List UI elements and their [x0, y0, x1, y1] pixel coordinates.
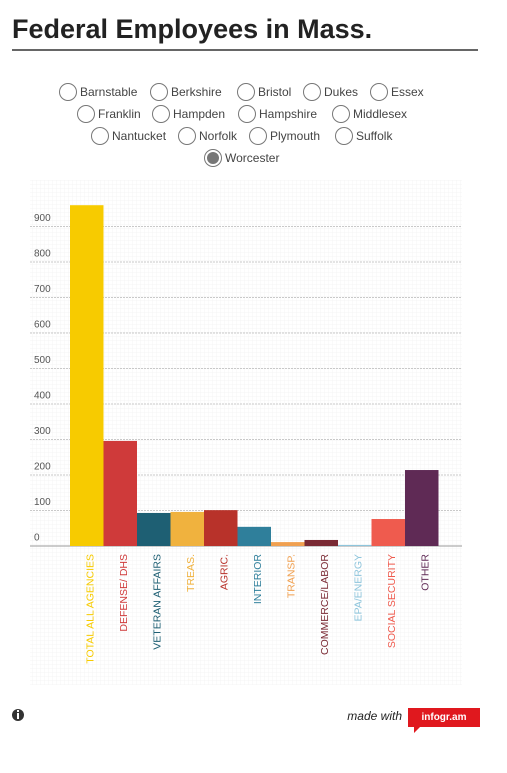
- radio-button[interactable]: [370, 83, 388, 101]
- y-tick-label: 600: [34, 320, 51, 331]
- x-tick-label: TREAS.: [185, 554, 197, 592]
- brand-badge[interactable]: [408, 708, 480, 733]
- radio-label[interactable]: Suffolk: [356, 129, 393, 143]
- radio-option[interactable]: Hampden: [152, 105, 226, 123]
- bar: [103, 440, 137, 546]
- x-tick-label: VETERAN AFFAIRS: [152, 554, 164, 650]
- radio-option[interactable]: Bristol: [237, 83, 292, 101]
- radio-option[interactable]: Nantucket: [91, 127, 167, 145]
- radio-label[interactable]: Hampshire: [259, 107, 317, 121]
- radio-button[interactable]: [91, 127, 109, 145]
- bar: [338, 544, 372, 546]
- x-tick-label: TOTAL ALL AGENCIES: [85, 554, 97, 664]
- radio-label[interactable]: Franklin: [98, 107, 141, 121]
- radio-button[interactable]: [249, 127, 267, 145]
- radio-option[interactable]: Hampshire: [238, 105, 318, 123]
- info-icon[interactable]: [12, 709, 24, 721]
- x-tick-label: DEFENSE/ DHS: [118, 554, 130, 632]
- radio-option[interactable]: Dukes: [303, 83, 359, 101]
- radio-label[interactable]: Nantucket: [112, 129, 167, 143]
- radio-label[interactable]: Dukes: [324, 85, 358, 99]
- radio-button[interactable]: [152, 105, 170, 123]
- bar: [304, 539, 338, 546]
- radio-button[interactable]: [77, 105, 95, 123]
- radio-label[interactable]: Worcester: [225, 151, 279, 165]
- bar: [271, 542, 305, 546]
- bar: [405, 470, 439, 546]
- radio-button[interactable]: [178, 127, 196, 145]
- radio-label[interactable]: Barnstable: [80, 85, 138, 99]
- brand[interactable]: infogr.am: [421, 712, 466, 723]
- x-tick-label: EPA/ENERGY: [353, 554, 365, 622]
- bar: [70, 205, 104, 546]
- radio-option[interactable]: Suffolk: [335, 127, 394, 145]
- bar: [371, 519, 405, 546]
- radio-dot[interactable]: [207, 152, 219, 164]
- y-tick-label: 100: [34, 497, 51, 508]
- y-tick-label: 200: [34, 462, 51, 473]
- radio-button[interactable]: [238, 105, 256, 123]
- chart-title: Federal Employees in Mass.: [12, 14, 372, 44]
- radio-label[interactable]: Norfolk: [199, 129, 238, 143]
- y-tick-label: 0: [34, 533, 40, 544]
- made-with: made with: [347, 709, 402, 723]
- radio-button[interactable]: [150, 83, 168, 101]
- y-tick-label: 900: [34, 213, 51, 224]
- radio-option[interactable]: Worcester: [204, 149, 280, 167]
- bar: [137, 512, 171, 546]
- y-tick-label: 700: [34, 284, 51, 295]
- radio-label[interactable]: Middlesex: [353, 107, 407, 121]
- y-tick-label: 300: [34, 426, 51, 437]
- y-tick-label: 400: [34, 391, 51, 402]
- radio-option[interactable]: Franklin: [77, 105, 141, 123]
- radio-button[interactable]: [59, 83, 77, 101]
- radio-option[interactable]: Norfolk: [178, 127, 239, 145]
- radio-label[interactable]: Berkshire: [171, 85, 222, 99]
- radio-button[interactable]: [335, 127, 353, 145]
- radio-label[interactable]: Bristol: [258, 85, 291, 99]
- y-tick-label: 800: [34, 249, 51, 260]
- radio-button[interactable]: [303, 83, 321, 101]
- x-tick-label: TRANSP.: [286, 554, 298, 598]
- radio-label[interactable]: Plymouth: [270, 129, 320, 143]
- radio-label[interactable]: Essex: [391, 85, 424, 99]
- radio-option[interactable]: Middlesex: [332, 105, 408, 123]
- y-tick-label: 500: [34, 355, 51, 366]
- bar: [204, 510, 238, 546]
- x-tick-label: OTHER: [420, 554, 432, 591]
- radio-option[interactable]: Berkshire: [150, 83, 223, 101]
- bar: [237, 526, 271, 546]
- radio-option[interactable]: Plymouth: [249, 127, 321, 145]
- x-tick-label: COMMERCE/LABOR: [319, 554, 331, 655]
- radio-option[interactable]: Essex: [370, 83, 424, 101]
- x-tick-label: AGRIC.: [219, 554, 231, 590]
- radio-option[interactable]: Barnstable: [59, 83, 138, 101]
- x-tick-label: SOCIAL SECURITY: [386, 554, 398, 648]
- x-tick-label: INTERIOR: [252, 554, 264, 605]
- radio-label[interactable]: Hampden: [173, 107, 225, 121]
- bar: [170, 511, 204, 546]
- radio-button[interactable]: [332, 105, 350, 123]
- radio-button[interactable]: [237, 83, 255, 101]
